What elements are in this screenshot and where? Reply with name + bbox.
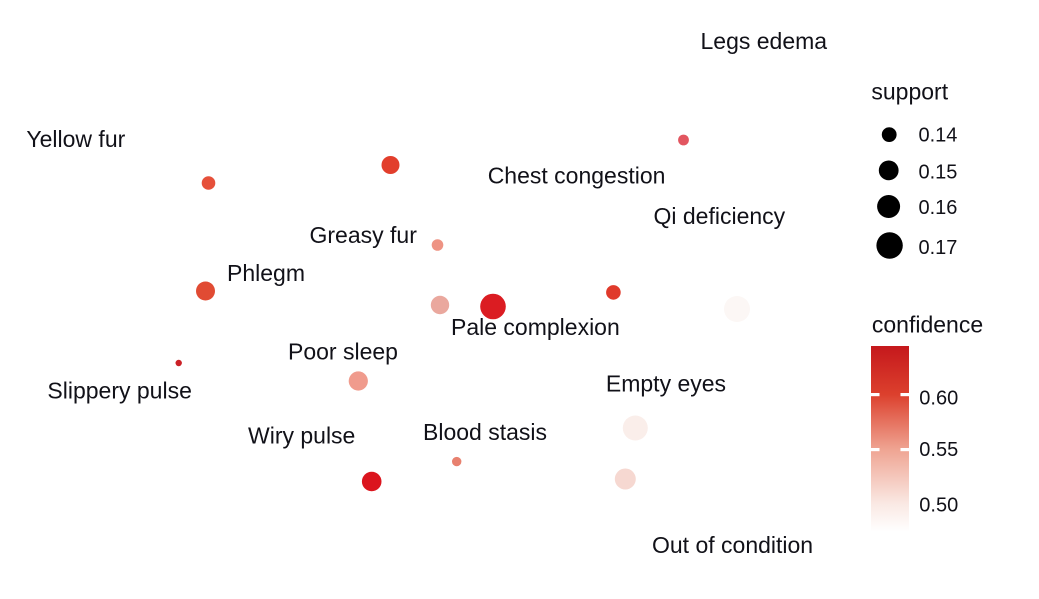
svg-text:0.16: 0.16 — [919, 197, 958, 219]
svg-text:Chest congestion: Chest congestion — [488, 162, 666, 188]
svg-text:Greasy fur: Greasy fur — [310, 222, 418, 248]
svg-text:support: support — [871, 78, 948, 104]
svg-text:Yellow fur: Yellow fur — [26, 126, 125, 152]
svg-text:0.50: 0.50 — [919, 495, 958, 517]
svg-text:Legs edema: Legs edema — [701, 28, 828, 54]
svg-text:Phlegm: Phlegm — [227, 260, 305, 286]
svg-text:0.17: 0.17 — [919, 237, 958, 259]
svg-text:0.55: 0.55 — [919, 439, 958, 461]
svg-text:0.14: 0.14 — [919, 125, 958, 147]
svg-text:Blood stasis: Blood stasis — [423, 419, 547, 445]
svg-text:Empty eyes: Empty eyes — [606, 371, 726, 397]
svg-text:0.60: 0.60 — [919, 388, 958, 410]
svg-text:0.15: 0.15 — [919, 162, 958, 184]
svg-text:Qi deficiency: Qi deficiency — [654, 203, 786, 229]
svg-text:confidence: confidence — [872, 311, 983, 337]
svg-text:Pale complexion: Pale complexion — [451, 314, 620, 340]
svg-text:Slippery pulse: Slippery pulse — [47, 378, 191, 404]
svg-text:Wiry pulse: Wiry pulse — [248, 422, 355, 448]
svg-text:Poor sleep: Poor sleep — [288, 339, 398, 365]
svg-text:Out of condition: Out of condition — [652, 532, 813, 558]
